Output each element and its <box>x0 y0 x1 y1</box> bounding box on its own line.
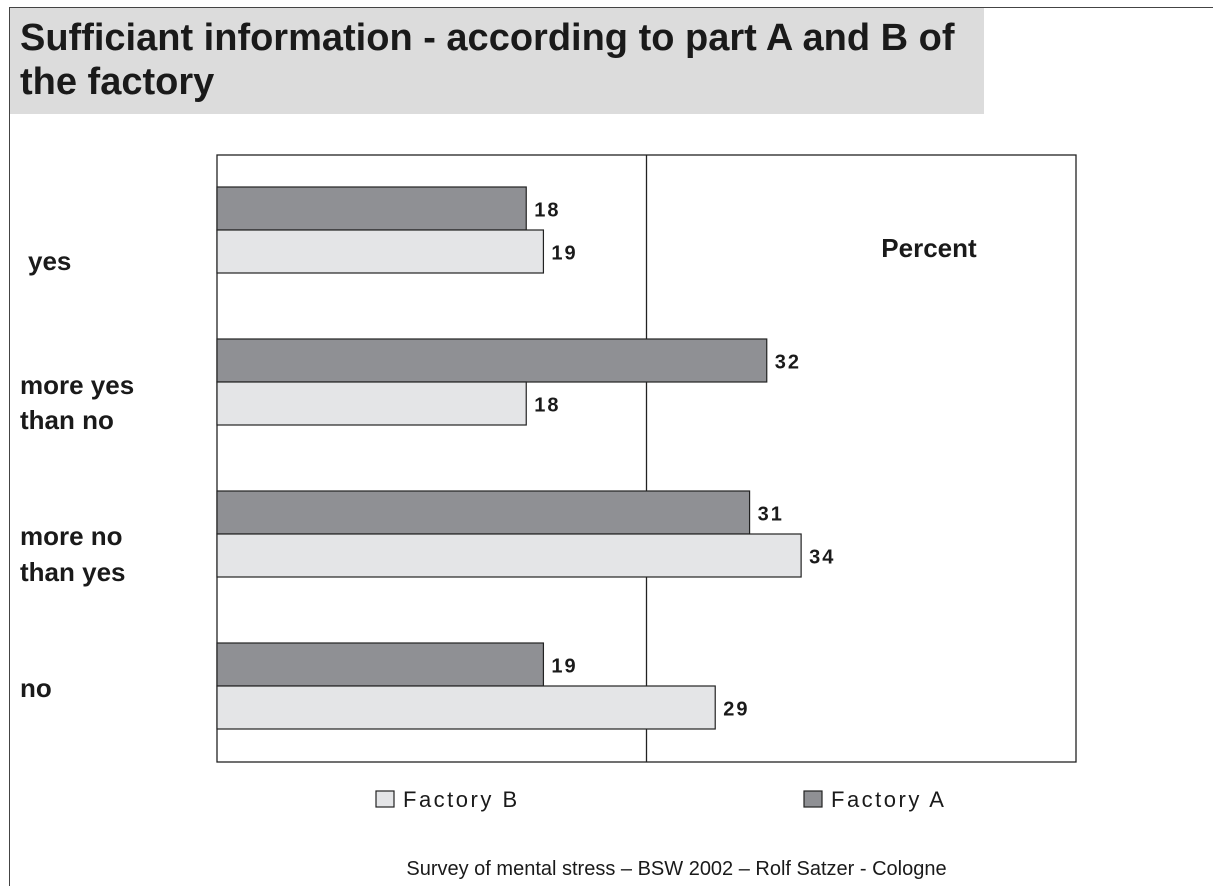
legend-label-factory-b: Factory B <box>403 787 520 812</box>
footer-caption: Survey of mental stress – BSW 2002 – Rol… <box>0 858 1213 881</box>
data-label-factory-b-0: 19 <box>551 243 577 265</box>
data-label-factory-a-2: 31 <box>758 504 784 526</box>
category-label-2-line-1: than yes <box>20 557 126 587</box>
data-label-factory-b-3: 29 <box>723 699 749 721</box>
bar-factory-a-3 <box>216 642 545 687</box>
bar-factory-b-0 <box>216 229 545 274</box>
data-label-factory-a-1: 32 <box>775 352 801 374</box>
legend-label-factory-a: Factory A <box>831 787 946 812</box>
bar-factory-b-1 <box>216 381 527 426</box>
bar-factory-a-0 <box>216 186 527 231</box>
frame-left-border <box>9 7 10 886</box>
chart-title: Sufficiant information - according to pa… <box>20 17 955 103</box>
footer-text: Survey of mental stress – BSW 2002 – Rol… <box>406 858 947 880</box>
data-label-factory-b-2: 34 <box>809 547 835 569</box>
category-label-1-line-1: than no <box>20 405 114 435</box>
data-label-factory-b-1: 18 <box>534 395 560 417</box>
bar-factory-a-2 <box>216 490 751 535</box>
data-label-factory-a-3: 19 <box>551 656 577 678</box>
title-band <box>10 8 984 114</box>
bar-factory-b-2 <box>216 533 802 578</box>
category-label-1-line-0: more yes <box>20 370 134 400</box>
category-label-2-line-0: more no <box>20 521 123 551</box>
legend-swatch-factory-b <box>375 790 395 808</box>
data-label-factory-a-0: 18 <box>534 200 560 222</box>
legend-swatch-factory-a <box>803 790 823 808</box>
bar-factory-a-1 <box>216 338 768 383</box>
category-label-3-line-0: no <box>20 673 52 703</box>
unit-label: Percent <box>881 233 977 263</box>
category-label-0-line-0: yes <box>28 246 71 276</box>
frame-top-border <box>9 7 1213 8</box>
bar-factory-b-3 <box>216 685 716 730</box>
